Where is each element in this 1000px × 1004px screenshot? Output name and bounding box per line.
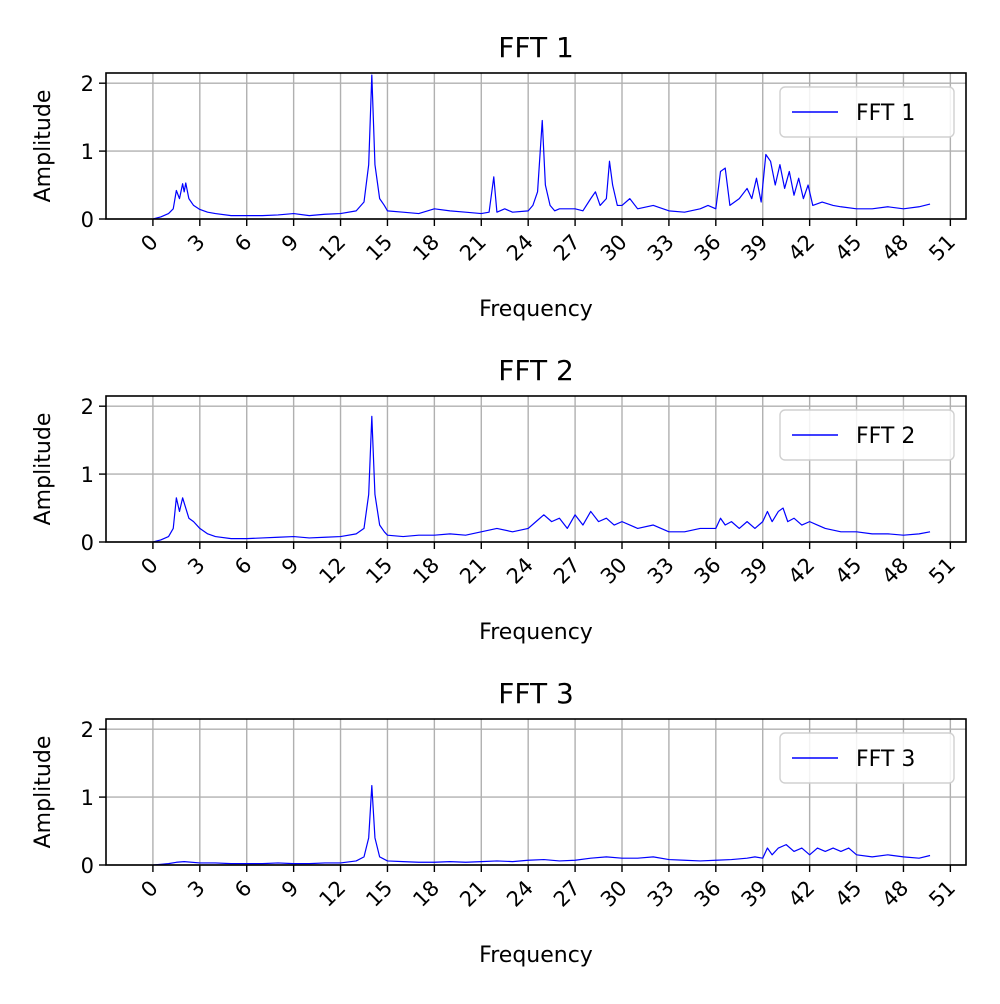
x-tick-label: 3 — [183, 230, 209, 256]
x-tick-label: 45 — [830, 876, 866, 912]
chart-title: FFT 2 — [498, 354, 574, 387]
y-tick-label: 1 — [81, 786, 94, 810]
x-tick-label: 27 — [549, 876, 585, 912]
x-tick-label: 0 — [136, 230, 162, 256]
x-tick-label: 21 — [455, 553, 491, 589]
y-tick-label: 2 — [81, 72, 94, 96]
y-axis-label: Amplitude — [31, 736, 56, 849]
x-tick-label: 6 — [230, 553, 256, 579]
y-tick-label: 2 — [81, 395, 94, 419]
x-tick-label: 6 — [230, 876, 256, 902]
legend-box — [779, 409, 955, 461]
x-tick-label: 15 — [361, 876, 397, 912]
x-tick-label: 42 — [784, 553, 820, 589]
x-tick-label: 12 — [314, 553, 350, 589]
x-tick-label: 30 — [596, 230, 632, 266]
y-axis-label: Amplitude — [31, 90, 56, 203]
x-tick-label: 33 — [643, 553, 679, 589]
x-tick-label: 36 — [690, 553, 726, 589]
x-tick-label: 18 — [408, 230, 444, 266]
y-tick-label: 1 — [81, 463, 94, 487]
x-tick-label: 21 — [455, 230, 491, 266]
legend-label: FFT 3 — [856, 747, 915, 772]
x-tick-label: 48 — [877, 876, 913, 912]
y-tick-label: 0 — [81, 531, 94, 555]
x-tick-label: 6 — [230, 230, 256, 256]
x-tick-label: 27 — [549, 553, 585, 589]
x-tick-label: 39 — [737, 230, 773, 266]
x-tick-label: 3 — [183, 876, 209, 902]
y-tick-label: 0 — [81, 208, 94, 232]
x-tick-label: 9 — [277, 553, 303, 579]
x-tick-label: 48 — [877, 230, 913, 266]
axes-frame — [105, 72, 967, 220]
series-line-2 — [152, 415, 931, 543]
x-tick-label: 24 — [502, 876, 538, 912]
x-axis-label: Frequency — [479, 297, 593, 322]
x-tick-label: 18 — [408, 876, 444, 912]
legend-label: FFT 1 — [856, 101, 915, 126]
x-tick-label: 12 — [314, 876, 350, 912]
x-tick-label: 33 — [643, 230, 679, 266]
y-axis-label: Amplitude — [31, 413, 56, 526]
x-tick-label: 12 — [314, 230, 350, 266]
x-tick-label: 9 — [277, 876, 303, 902]
x-tick-label: 9 — [277, 230, 303, 256]
y-tick-label: 0 — [81, 854, 94, 878]
x-tick-label: 36 — [690, 876, 726, 912]
axes-frame — [105, 395, 967, 543]
x-tick-label: 30 — [596, 553, 632, 589]
series-line-1 — [152, 74, 931, 220]
x-tick-label: 15 — [361, 230, 397, 266]
x-tick-label: 21 — [455, 876, 491, 912]
x-tick-label: 48 — [877, 553, 913, 589]
x-tick-label: 15 — [361, 553, 397, 589]
x-tick-label: 51 — [924, 230, 960, 266]
x-tick-label: 33 — [643, 876, 679, 912]
x-tick-label: 36 — [690, 230, 726, 266]
x-tick-label: 24 — [502, 553, 538, 589]
series-line-3 — [152, 784, 931, 866]
x-tick-label: 0 — [136, 876, 162, 902]
x-tick-label: 18 — [408, 553, 444, 589]
y-tick-label: 1 — [81, 140, 94, 164]
axes-frame — [105, 718, 967, 866]
x-tick-label: 45 — [830, 553, 866, 589]
x-tick-label: 51 — [924, 876, 960, 912]
x-tick-label: 0 — [136, 553, 162, 579]
chart-title: FFT 1 — [498, 31, 574, 64]
x-tick-label: 51 — [924, 553, 960, 589]
y-tick-label: 2 — [81, 718, 94, 742]
legend-label: FFT 2 — [856, 424, 915, 449]
x-tick-label: 39 — [737, 553, 773, 589]
x-tick-label: 27 — [549, 230, 585, 266]
x-axis-label: Frequency — [479, 943, 593, 968]
x-tick-label: 42 — [784, 876, 820, 912]
x-tick-label: 42 — [784, 230, 820, 266]
x-axis-label: Frequency — [479, 620, 593, 645]
x-tick-label: 39 — [737, 876, 773, 912]
legend-box — [779, 732, 955, 784]
legend-box — [779, 86, 955, 138]
chart-title: FFT 3 — [498, 677, 574, 710]
x-tick-label: 3 — [183, 553, 209, 579]
x-tick-label: 24 — [502, 230, 538, 266]
x-tick-label: 30 — [596, 876, 632, 912]
x-tick-label: 45 — [830, 230, 866, 266]
